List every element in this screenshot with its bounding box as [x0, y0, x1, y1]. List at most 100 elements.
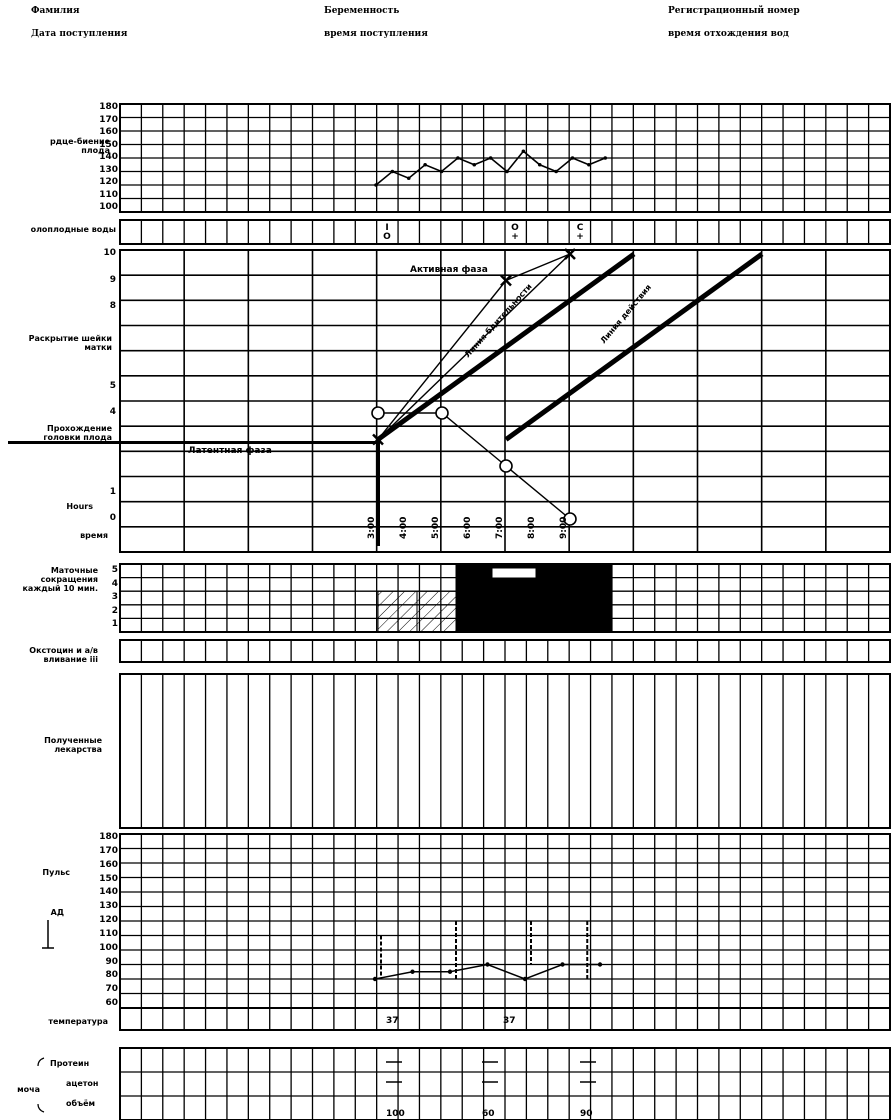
cervix-tick-label: 4 — [109, 407, 116, 417]
amniotic-mark-line: + — [511, 232, 519, 242]
amniotic-mark-line: I — [385, 223, 388, 233]
time-tick-label: 5:00 — [431, 517, 441, 539]
contraction-bar — [377, 590, 418, 633]
contraction-bar — [416, 590, 457, 633]
urine-acetone-label: ацетон — [66, 1079, 99, 1088]
urine-brace — [37, 1057, 45, 1113]
temperature-value: 37 — [386, 1016, 399, 1026]
pulse-bp-tick-label: 70 — [105, 984, 118, 995]
contractions-label: Маточные сокращения каждый 10 мин. — [22, 566, 98, 593]
bp-legend-symbol — [42, 920, 54, 949]
amniotic-mark: O + — [511, 223, 519, 242]
cervix-label: Раскрытие шейки матки — [28, 334, 112, 352]
fhr-point — [505, 169, 509, 174]
pulse-point — [372, 976, 378, 982]
fhr-label: рдце-биение плода — [49, 137, 110, 155]
alert-line-text: Линия бдительности — [462, 281, 534, 359]
contraction-bar — [455, 563, 496, 633]
pulse-point — [522, 976, 528, 982]
dilatation-line-2 — [377, 253, 571, 441]
contractions-tick-label: 3 — [111, 592, 118, 602]
descent-line — [378, 412, 571, 520]
fhr-tick-label: 170 — [99, 114, 118, 125]
admission-date-label: Дата поступления — [31, 29, 128, 39]
amniotic-mark-line: C — [577, 223, 584, 233]
fhr-point — [554, 169, 558, 174]
urine-volume-value: 60 — [482, 1109, 495, 1119]
contraction-bar — [572, 563, 613, 633]
fhr-point — [521, 149, 526, 154]
pulse-bp-tick-label: 170 — [99, 845, 118, 856]
reg-number-label: Регистрационный номер — [668, 6, 800, 16]
fhr-point — [570, 156, 575, 160]
alert-line — [376, 251, 636, 442]
pulse-bp-tick-label: 80 — [105, 970, 118, 981]
cervix-tick-label: 1 — [109, 486, 116, 497]
fhr-point — [488, 156, 493, 160]
time-tick-label: 9:00 — [559, 517, 569, 539]
dilatation-mark — [564, 248, 576, 260]
amniotic-label: олоплодные воды — [30, 225, 116, 234]
surname-label: Фамилия — [31, 6, 80, 16]
descent-mark — [563, 512, 577, 526]
urine-volume-value: 100 — [386, 1109, 405, 1119]
admission-time-label: время поступления — [324, 29, 428, 39]
descent-mark — [499, 459, 513, 473]
pulse-bp-grid — [119, 833, 891, 1009]
oxytocin-label: Окстоцин и а/в вливание iii — [29, 646, 98, 664]
fhr-point — [439, 169, 444, 174]
pulse-bp-tick-label: 110 — [99, 928, 118, 939]
fhr-point — [587, 162, 591, 167]
descent-mark — [371, 406, 385, 420]
urine-volume-label: объём — [66, 1099, 96, 1108]
temperature-value: 37 — [503, 1016, 516, 1026]
fhr-tick-label: 140 — [99, 152, 118, 162]
partograph-grid — [119, 249, 891, 553]
fhr-point — [423, 162, 427, 167]
time-tick-label: 7:00 — [495, 517, 505, 539]
fhr-tick-label: 110 — [99, 189, 118, 200]
urine-grid — [119, 1047, 891, 1120]
time-tick-label: 3:00 — [367, 517, 377, 539]
pulse-point — [410, 969, 415, 974]
amniotic-mark: C + — [576, 223, 584, 242]
fhr-point — [537, 162, 542, 167]
urine-label: моча — [17, 1085, 40, 1094]
fhr-point — [456, 156, 460, 160]
time-row-label: время — [80, 531, 108, 540]
cervix-tick-label: 0 — [109, 513, 116, 523]
pulse-label: Пульс — [42, 868, 70, 877]
medications-grid — [119, 673, 891, 829]
contraction-bar — [533, 563, 574, 633]
pulse-bp-tick-label: 160 — [99, 859, 118, 870]
dilatation-mark — [500, 274, 512, 287]
fhr-tick-label: 160 — [99, 127, 118, 137]
pulse-bp-tick-label: 120 — [99, 915, 118, 925]
fhr-tick-label: 150 — [99, 139, 118, 150]
amniotic-mark-line: O — [511, 223, 519, 233]
cervix-tick-label: 9 — [109, 274, 116, 285]
urine-protein-label: Протеин — [50, 1059, 90, 1068]
time-tick-label: 6:00 — [463, 517, 473, 539]
fhr-point — [374, 183, 378, 187]
fhr-tick-label: 120 — [99, 177, 118, 187]
fhr-point — [472, 162, 477, 167]
medications-label: Полученные лекарства — [44, 736, 102, 754]
pulse-bp-tick-label: 130 — [99, 901, 118, 912]
temperature-grid — [119, 1007, 891, 1031]
pulse-point — [447, 969, 453, 974]
urine-volume-value: 90 — [580, 1109, 593, 1119]
pulse-bp-tick-label: 150 — [99, 873, 118, 884]
action-line — [504, 251, 764, 442]
pulse-point — [485, 962, 490, 967]
pulse-bp-tick-label: 60 — [105, 998, 118, 1008]
contraction-notch — [491, 567, 537, 579]
pulse-bp-tick-label: 90 — [105, 956, 118, 967]
contractions-tick-label: 2 — [111, 605, 118, 616]
amniotic-mark-line: + — [576, 232, 584, 242]
cervix-tick-label: 10 — [103, 248, 116, 258]
fhr-tick-label: 100 — [99, 202, 118, 212]
temperature-label: температура — [48, 1017, 108, 1026]
fhr-point — [406, 176, 411, 181]
